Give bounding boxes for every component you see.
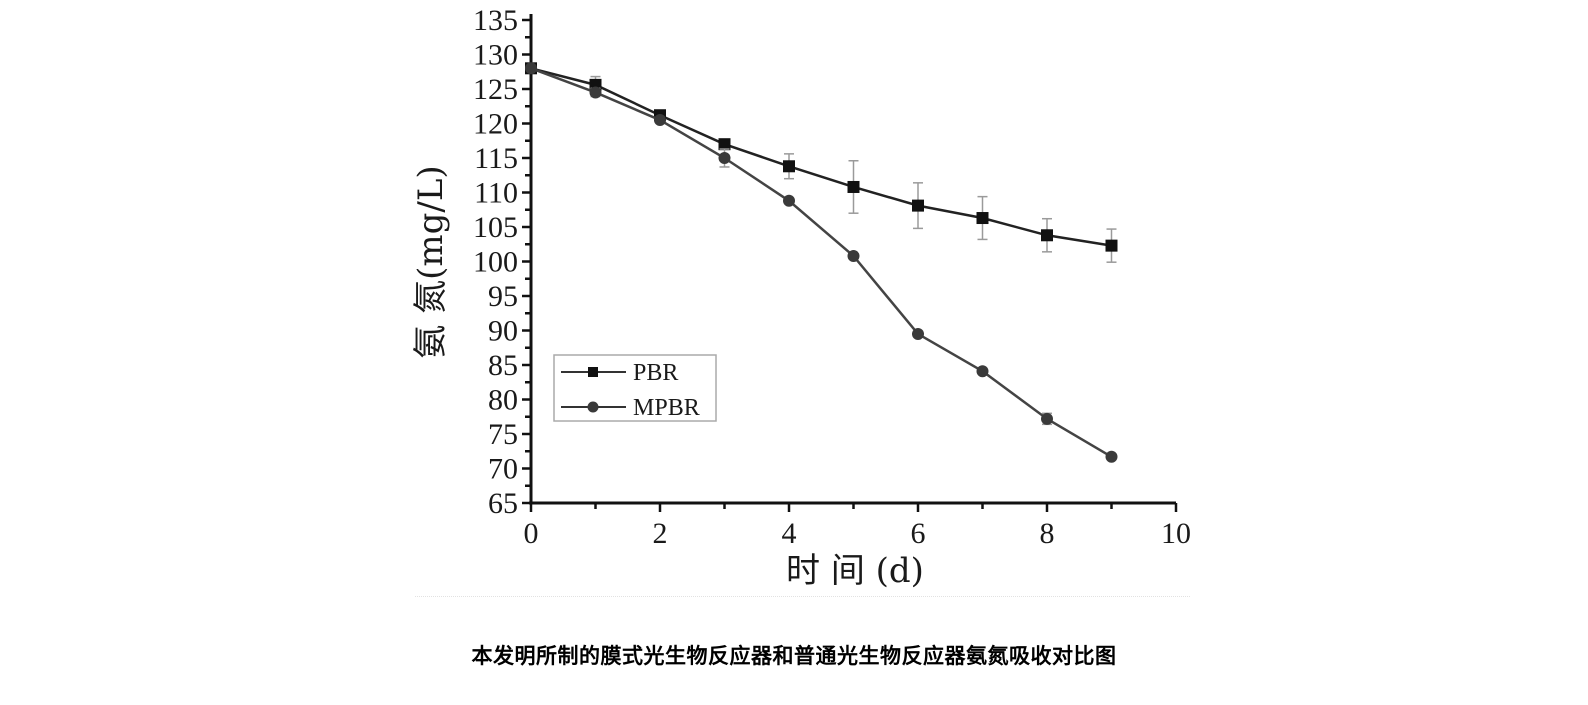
y-tick-label: 85 bbox=[488, 349, 518, 382]
separator-line bbox=[415, 596, 1190, 597]
circle-marker bbox=[718, 152, 731, 164]
legend-circle-marker bbox=[587, 401, 599, 413]
square-marker bbox=[783, 160, 795, 173]
y-tick-label: 130 bbox=[473, 39, 518, 72]
circle-marker bbox=[589, 86, 602, 99]
x-tick-label: 4 bbox=[782, 517, 797, 550]
square-marker bbox=[976, 212, 989, 225]
x-axis-title: 时 间 (d) bbox=[786, 551, 924, 591]
circle-marker bbox=[847, 249, 860, 262]
y-tick-label: 110 bbox=[474, 177, 518, 210]
y-tick-label: 120 bbox=[473, 108, 518, 141]
square-marker bbox=[1105, 239, 1118, 252]
legend-box bbox=[553, 354, 717, 422]
y-tick-label: 115 bbox=[474, 142, 518, 175]
y-tick-label: 80 bbox=[488, 384, 518, 417]
x-tick-label: 8 bbox=[1040, 517, 1055, 550]
y-tick-label: 90 bbox=[488, 315, 518, 348]
y-tick-label: 65 bbox=[488, 487, 518, 520]
legend-label-pbr: PBR bbox=[633, 360, 678, 386]
y-tick-label: 75 bbox=[488, 418, 518, 451]
square-marker bbox=[847, 180, 860, 193]
square-marker bbox=[1041, 229, 1053, 242]
y-tick-label: 125 bbox=[473, 73, 518, 106]
y-tick-label: 135 bbox=[473, 4, 518, 37]
circle-marker bbox=[1105, 450, 1118, 463]
square-marker bbox=[912, 199, 924, 212]
x-tick-label: 10 bbox=[1161, 517, 1191, 550]
y-tick-label: 95 bbox=[488, 280, 518, 313]
x-tick-label: 0 bbox=[524, 517, 539, 550]
square-marker bbox=[718, 138, 731, 151]
circle-marker bbox=[912, 327, 924, 340]
circle-marker bbox=[525, 62, 537, 75]
circle-marker bbox=[783, 194, 795, 207]
x-tick-label: 2 bbox=[653, 517, 668, 550]
x-tick-label: 6 bbox=[911, 517, 926, 550]
series-line-mpbr bbox=[530, 67, 1113, 458]
legend-square-marker bbox=[588, 367, 598, 377]
figure-caption: 本发明所制的膜式光生物反应器和普通光生物反应器氨氮吸收对比图 bbox=[471, 644, 1117, 668]
y-axis-title: 氨 氮(mg/L) bbox=[411, 165, 451, 358]
y-tick-label: 105 bbox=[473, 211, 518, 244]
y-tick-label: 70 bbox=[488, 453, 518, 486]
y-tick-label: 100 bbox=[473, 246, 518, 279]
legend-label-mpbr: MPBR bbox=[633, 395, 700, 421]
series-line-pbr bbox=[530, 67, 1112, 247]
circle-marker bbox=[1041, 412, 1053, 425]
circle-marker bbox=[654, 114, 666, 127]
circle-marker bbox=[976, 365, 989, 378]
